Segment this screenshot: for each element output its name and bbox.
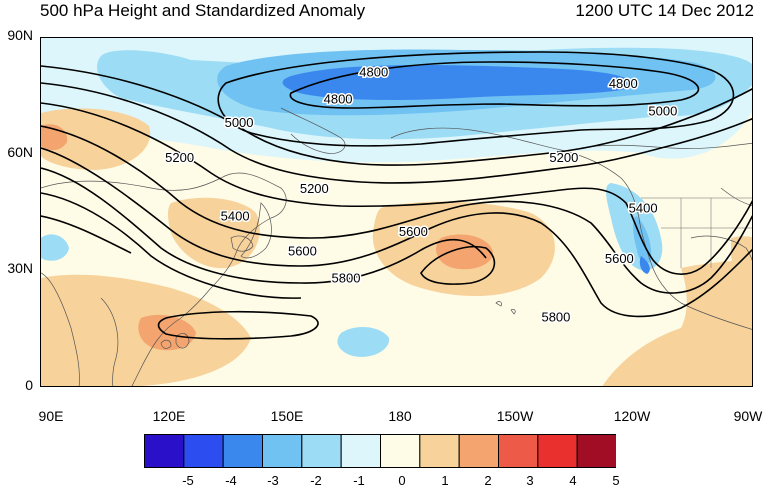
lon-label-120e: 120E xyxy=(152,408,186,424)
indochina-coastline xyxy=(100,297,119,386)
india-coastline xyxy=(41,272,80,386)
colorbar-label: 1 xyxy=(441,473,449,488)
contour-label-5400: 5400 xyxy=(221,208,250,223)
colorbar-label: -3 xyxy=(267,473,279,488)
philippines-coastline xyxy=(175,333,190,349)
contour-label-5200: 5200 xyxy=(165,150,194,165)
map-datetime: 1200 UTC 14 Dec 2012 xyxy=(575,1,754,20)
height-contours xyxy=(41,51,752,340)
bering-coastline xyxy=(390,127,562,151)
contour-label-5000: 5000 xyxy=(225,115,254,130)
anomaly-neutral-patch xyxy=(690,191,742,240)
anomaly-positive-8 xyxy=(602,260,752,386)
lat-label-60n: 60N xyxy=(7,144,33,160)
korea-coastline xyxy=(230,235,254,252)
contour-label-5400: 5400 xyxy=(629,201,658,216)
contour-5880-high xyxy=(420,246,496,285)
lon-label-180: 180 xyxy=(388,408,412,424)
colorbar-label: 5 xyxy=(612,473,620,488)
anomaly-negative-4 xyxy=(282,65,633,100)
colorbar-swatch xyxy=(183,434,224,468)
colorbar-label: -1 xyxy=(353,473,365,488)
lat-label-90n: 90N xyxy=(7,27,33,43)
colorbar-label: 0 xyxy=(398,473,406,488)
contour-5400 xyxy=(41,102,752,275)
colorbar-label: -4 xyxy=(225,473,237,488)
colorbar-swatch xyxy=(301,434,342,468)
contour-label-5200: 5200 xyxy=(549,150,578,165)
contour-5880-west xyxy=(157,310,319,340)
colorbar-label: -2 xyxy=(310,473,322,488)
contour-5800-c xyxy=(41,192,302,299)
contour-5800-d xyxy=(41,215,132,254)
colorbar-label: 4 xyxy=(569,473,577,488)
colorbar-swatch xyxy=(380,434,421,468)
colorbar-swatch xyxy=(458,434,499,468)
colorbar-swatch xyxy=(419,434,460,468)
anomaly-negative-7 xyxy=(639,256,650,274)
contour-label-5600: 5600 xyxy=(399,224,428,239)
colorbar-label: 3 xyxy=(526,473,534,488)
kamchatka-coastline xyxy=(280,107,346,154)
colorbar-swatch xyxy=(537,434,578,468)
contour-5800-b xyxy=(41,167,487,284)
contour-label-5000: 5000 xyxy=(648,103,677,118)
lat-label-eq: 0 xyxy=(25,377,33,393)
contour-label-4800: 4800 xyxy=(324,92,353,107)
lon-label-90e: 90E xyxy=(38,408,64,424)
lon-label-150e: 150E xyxy=(270,408,304,424)
contour-label-4800: 4800 xyxy=(609,76,638,91)
contour-label-5200: 5200 xyxy=(300,181,329,196)
lon-label-90w: 90W xyxy=(733,408,763,424)
anomaly-positive-9 xyxy=(731,236,752,278)
colorbar-swatch xyxy=(340,434,382,468)
colorbar-swatch xyxy=(222,434,263,468)
japan-coastline xyxy=(240,202,272,259)
hawaii-coastline xyxy=(495,301,516,315)
map-panel: 4800 4800 4800 5000 5000 5200 5200 5200 5400 5400… xyxy=(40,37,753,387)
contour-5200 xyxy=(41,82,752,184)
colorbar-swatch xyxy=(144,434,185,468)
alaska-north-coastline xyxy=(580,142,752,149)
coastlines xyxy=(41,107,752,386)
anomaly-positive-5 xyxy=(436,234,493,270)
contour-label-5800: 5800 xyxy=(332,271,361,286)
anomaly-positive-1 xyxy=(41,108,151,170)
asia-coastline xyxy=(41,172,287,386)
contour-5600 xyxy=(41,125,752,294)
colorbar xyxy=(144,434,616,468)
map-title: 500 hPa Height and Standardized Anomaly xyxy=(40,1,366,20)
colorbar-label: 2 xyxy=(484,473,492,488)
contour-label-layer: 4800 4800 4800 5000 5000 5200 5200 5200 5400 5400… xyxy=(164,63,679,326)
anomaly-negative-8 xyxy=(337,326,390,357)
lon-label-120w: 120W xyxy=(613,408,651,424)
map-canvas: 4800 4800 4800 5000 5000 5200 5200 5200 5400 5400… xyxy=(41,38,752,386)
colorbar-swatch xyxy=(498,434,539,468)
lon-label-150w: 150W xyxy=(496,408,534,424)
colorbar-swatch xyxy=(576,434,616,468)
anomaly-positive-7 xyxy=(138,314,196,351)
north-america-west-coastline xyxy=(560,149,752,330)
contour-5800 xyxy=(41,147,752,318)
contour-4800 xyxy=(289,61,700,109)
contour-label-5600: 5600 xyxy=(605,251,634,266)
contour-label-5600: 5600 xyxy=(288,243,317,258)
colorbar-swatches xyxy=(144,434,616,468)
colorbar-label: -5 xyxy=(182,473,194,488)
colorbar-swatch xyxy=(262,434,303,468)
contour-5000-b xyxy=(41,65,752,166)
contour-label-5800: 5800 xyxy=(541,309,570,324)
contour-5000 xyxy=(217,51,735,147)
taiwan-coastline xyxy=(160,339,172,349)
us-state-borders xyxy=(641,197,752,268)
contour-label-4800: 4800 xyxy=(359,64,388,79)
anomaly-negative-9 xyxy=(41,234,69,261)
lat-label-30n: 30N xyxy=(7,260,33,276)
gulf-coastline xyxy=(690,235,752,261)
